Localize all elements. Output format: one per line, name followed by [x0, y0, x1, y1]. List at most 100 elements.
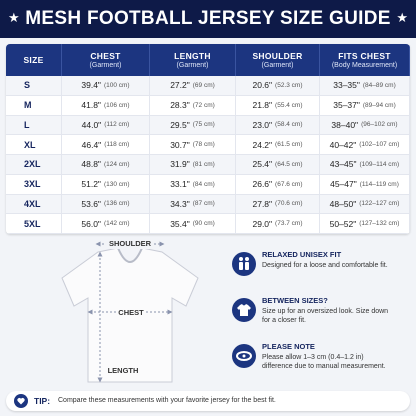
heart-icon: [14, 394, 28, 408]
inch-value: 34.3": [170, 198, 190, 209]
cm-value: (70.6 cm): [275, 200, 303, 208]
cm-value: (75 cm): [192, 121, 215, 129]
inch-value: 44.0": [81, 119, 102, 130]
table-cell: 53.6" (136 cm): [62, 194, 150, 215]
inch-value: 40–42": [329, 139, 357, 150]
inch-value: 48–50": [329, 198, 357, 209]
table-cell: 31.9" (81 cm): [150, 155, 236, 175]
table-cell: 27.8" (70.6 cm): [236, 194, 320, 215]
cm-value: (124 cm): [103, 160, 130, 168]
cm-value: (118 cm): [104, 141, 130, 149]
inch-value: 25.4": [252, 159, 273, 170]
column-subtitle: (Garment): [89, 62, 122, 69]
note-body: Please allow 1–3 cm (0.4–1.2 in) differe…: [262, 354, 386, 370]
inch-value: 41.8": [81, 100, 101, 111]
column-header: FITS CHEST (Body Measurement): [320, 44, 410, 76]
cm-value: (106 cm): [103, 101, 130, 109]
cm-value: (127–132 cm): [359, 220, 400, 228]
star-icon: ★: [396, 10, 408, 25]
star-icon: ★: [8, 10, 20, 25]
inch-value: 43–45": [329, 159, 357, 170]
cm-value: (87 cm): [192, 200, 215, 208]
label-bg: [117, 306, 145, 317]
inch-value: 29.0": [252, 218, 273, 229]
note-title: BETWEEN SIZES?: [262, 296, 328, 305]
size-label: M: [6, 95, 62, 116]
column-header: LENGTH (Garment): [150, 44, 236, 76]
inch-value: 35.4": [170, 218, 190, 229]
cm-value: (55.4 cm): [275, 101, 303, 109]
inch-value: 30.7": [170, 139, 190, 150]
inch-value: 29.5": [170, 119, 190, 130]
table-cell: 44.0" (112 cm): [62, 115, 150, 136]
table-cell: 38–40" (96–102 cm): [320, 115, 410, 136]
label-bg: [106, 365, 140, 376]
chest-label: CHEST: [118, 308, 144, 317]
column-header: SIZE: [6, 44, 62, 76]
cm-value: (67.6 cm): [275, 180, 303, 188]
table-cell: 33–35" (84–89 cm): [320, 76, 410, 96]
cm-value: (100 cm): [103, 81, 130, 89]
size-label: L: [6, 115, 62, 136]
table-cell: 29.5" (75 cm): [150, 115, 236, 136]
size-label: 4XL: [6, 194, 62, 215]
inch-value: 26.6": [252, 179, 273, 190]
cm-value: (81 cm): [192, 160, 215, 168]
inch-value: 27.2": [170, 80, 190, 91]
note-title: PLEASE NOTE: [262, 342, 315, 351]
inch-value: 48.8": [81, 159, 101, 170]
cm-value: (142 cm): [103, 220, 130, 228]
table-cell: 30.7" (78 cm): [150, 135, 236, 155]
table-cell: 25.4" (64.5 cm): [236, 155, 320, 175]
inch-value: 33.1": [170, 179, 190, 190]
table-cell: 56.0" (142 cm): [62, 214, 150, 234]
table-cell: 34.3" (87 cm): [150, 194, 236, 215]
column-title: CHEST: [90, 51, 121, 61]
inch-value: 53.6": [81, 198, 101, 209]
inch-value: 31.9": [170, 159, 190, 170]
column-header: SHOULDER (Garment): [236, 44, 320, 76]
size-label: S: [6, 76, 62, 96]
size-label: 5XL: [6, 214, 62, 234]
cm-value: (84–89 cm): [362, 81, 396, 89]
cm-value: (122–127 cm): [359, 200, 400, 208]
table-cell: 50–52" (127–132 cm): [320, 214, 410, 234]
table-cell: 48.8" (124 cm): [62, 155, 150, 175]
note-text: PLEASE NOTE Please allow 1–3 cm (0.4–1.2 …: [262, 342, 392, 371]
cm-value: (89–94 cm): [362, 101, 396, 109]
cm-value: (109–114 cm): [359, 160, 400, 168]
column-header: CHEST (Garment): [62, 44, 150, 76]
cm-value: (136 cm): [103, 200, 130, 208]
cm-value: (102–107 cm): [359, 141, 400, 149]
note-icon: [232, 298, 256, 322]
table-cell: 28.3" (72 cm): [150, 95, 236, 116]
table-cell: 39.4" (100 cm): [62, 76, 150, 96]
inch-value: 38–40": [331, 119, 359, 130]
jersey-diagram: SHOULDER CHEST LENGTH: [61, 238, 199, 383]
table-cell: 23.0" (58.4 cm): [236, 115, 320, 136]
cm-value: (114–119 cm): [359, 180, 399, 188]
size-table: SIZE CHEST (Garment) LENGTH (Garment) SHOULDE…: [6, 44, 410, 234]
inch-value: 50–52": [329, 218, 357, 229]
inch-value: 46.4": [81, 139, 102, 150]
cm-value: (72 cm): [192, 101, 215, 109]
collar: [117, 247, 143, 263]
table-cell: 43–45" (109–114 cm): [320, 155, 410, 175]
cm-value: (52.3 cm): [275, 81, 303, 89]
tip-text: Compare these measurements with your fav…: [58, 397, 276, 404]
column-title: FITS CHEST: [338, 51, 391, 61]
table-cell: 33.1" (84 cm): [150, 174, 236, 195]
column-title: SIZE: [23, 55, 44, 65]
size-label: XL: [6, 135, 62, 155]
cm-value: (112 cm): [104, 121, 130, 129]
cm-value: (90 cm): [192, 220, 215, 228]
note-icon: [232, 344, 256, 368]
cm-value: (130 cm): [103, 180, 130, 188]
cm-value: (73.7 cm): [275, 220, 303, 228]
cm-value: (78 cm): [192, 141, 215, 149]
note-text: RELAXED UNISEX FIT Designed for a loose a…: [262, 250, 392, 270]
note-body: Size up for an oversized look. Size down…: [262, 308, 389, 324]
cm-value: (61.5 cm): [275, 141, 303, 149]
shoulder-label: SHOULDER: [109, 239, 152, 248]
inch-value: 24.2": [252, 139, 273, 150]
